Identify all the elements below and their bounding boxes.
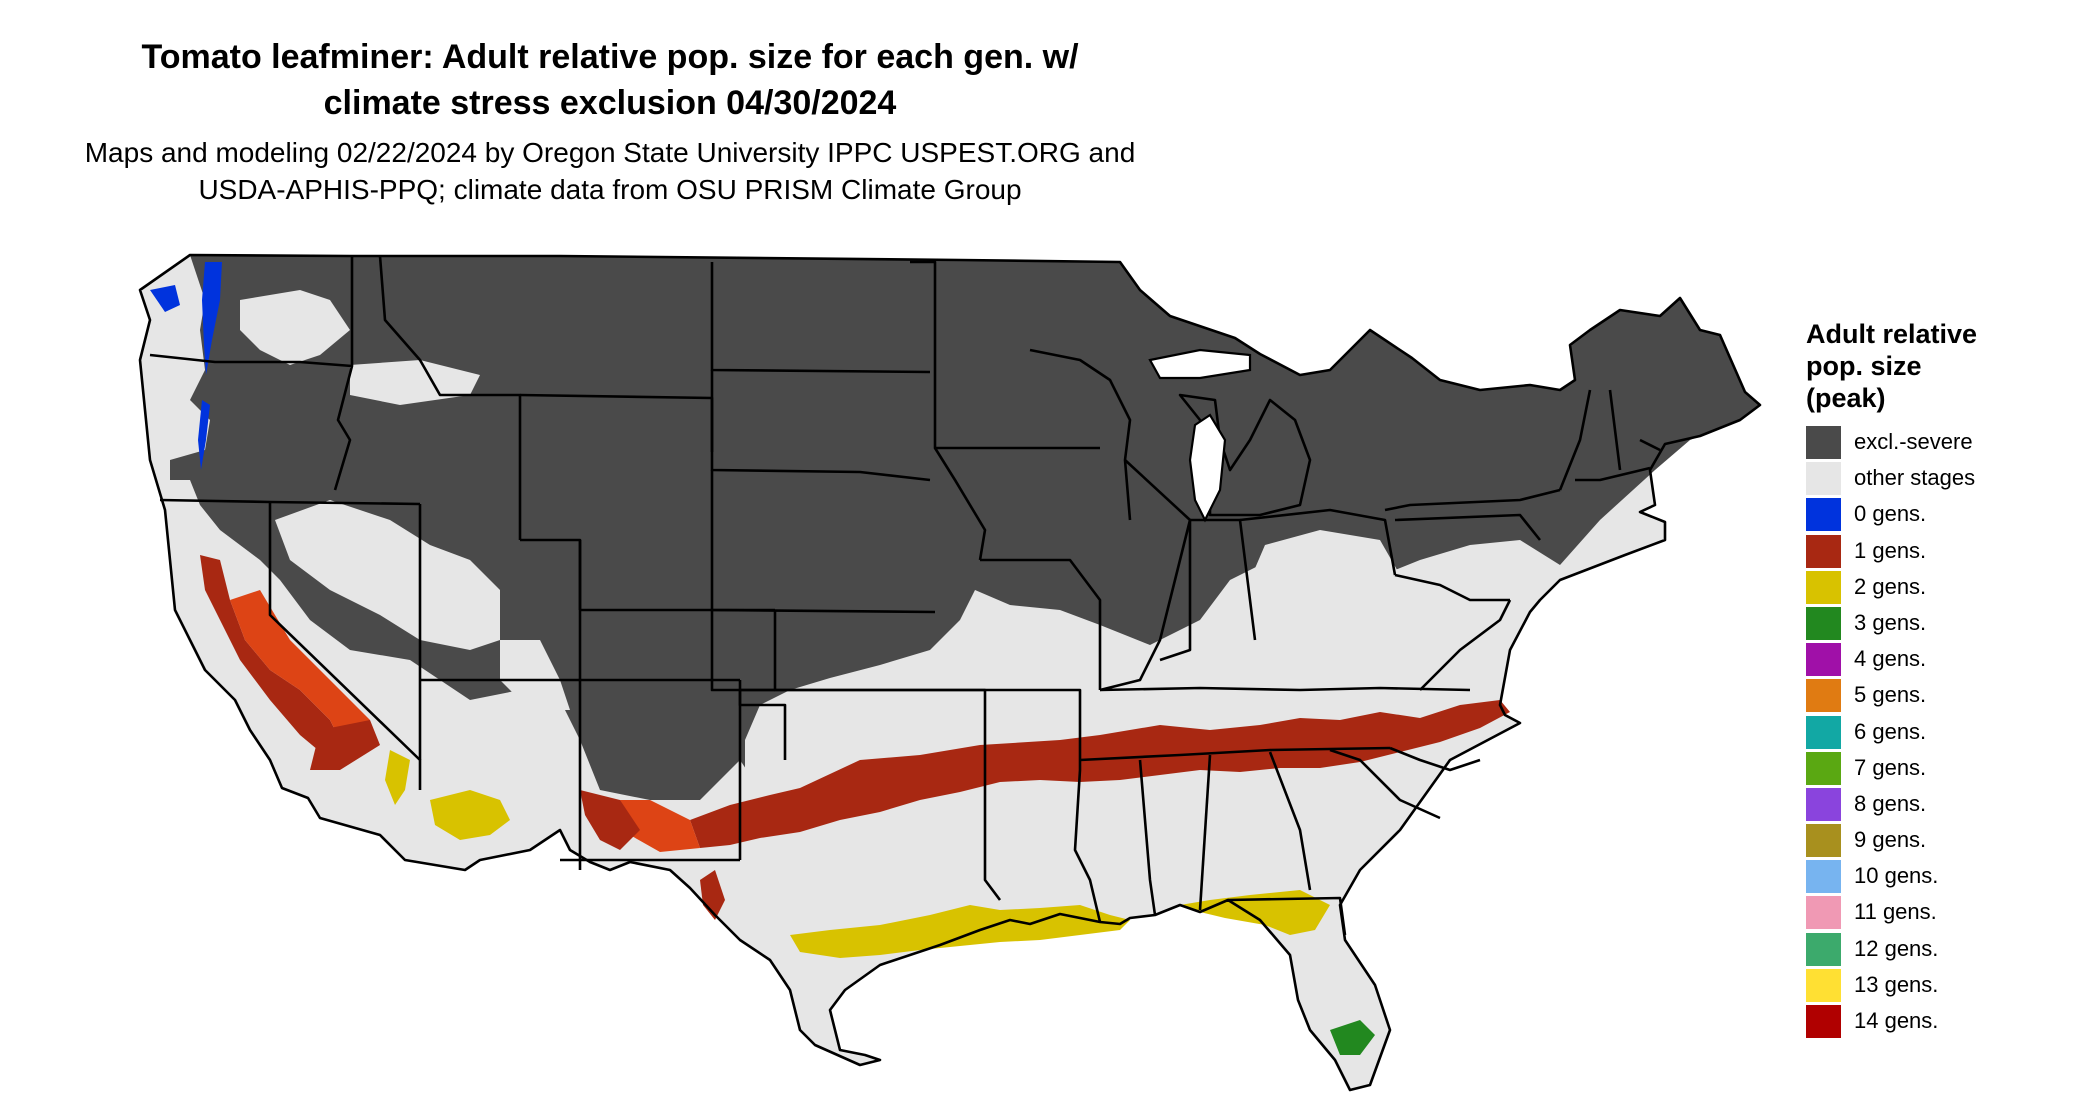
legend-label: other stages	[1854, 465, 1976, 491]
legend-swatch	[1806, 787, 1841, 821]
map-subtitle: Maps and modeling 02/22/2024 by Oregon S…	[0, 134, 1220, 208]
great-lakes	[1148, 348, 1252, 523]
legend-label: 7 gens.	[1854, 754, 1927, 780]
legend-label: excl.-severe	[1854, 429, 1973, 454]
one-gen-zones	[200, 555, 1510, 920]
legend-swatch	[1806, 751, 1841, 785]
legend-swatch	[1806, 643, 1841, 677]
legend-title-line-3: (peak)	[1806, 383, 1886, 413]
legend-label: 5 gens.	[1854, 682, 1927, 708]
legend-swatch	[1806, 968, 1841, 1002]
legend-swatch	[1806, 860, 1841, 894]
legend-swatch	[1806, 1005, 1841, 1038]
legend-label: 2 gens.	[1854, 573, 1927, 599]
legend-swatch	[1806, 498, 1841, 532]
legend-label: 6 gens.	[1854, 718, 1927, 744]
legend-label: 1 gens.	[1854, 537, 1927, 563]
legend-swatch	[1806, 606, 1841, 640]
legend-swatch	[1806, 570, 1841, 604]
three-gen-zone	[1330, 1020, 1375, 1055]
legend-label: 10 gens.	[1854, 863, 1939, 889]
map-title: Tomato leafminer: Adult relative pop. si…	[0, 34, 1220, 126]
legend-swatch	[1806, 932, 1841, 966]
zero-gen-zones	[150, 262, 222, 470]
excluded-region	[170, 255, 1760, 800]
legend-label: 4 gens.	[1854, 646, 1927, 672]
legend-label: 8 gens.	[1854, 790, 1927, 816]
legend-label: 9 gens.	[1854, 827, 1927, 853]
legend-swatch	[1806, 462, 1841, 496]
state-borders	[138, 253, 1762, 1092]
legend-label: 3 gens.	[1854, 609, 1927, 635]
legend-title: Adult relative pop. size (peak)	[1806, 318, 1977, 414]
legend-label: 13 gens.	[1854, 971, 1939, 997]
legend-swatch	[1806, 679, 1841, 713]
legend-label: 11 gens.	[1854, 899, 1937, 925]
legend-label: 12 gens.	[1854, 935, 1939, 961]
title-line-2: climate stress exclusion 04/30/2024	[323, 84, 897, 122]
legend-swatch	[1806, 426, 1841, 459]
legend-swatch	[1806, 715, 1841, 749]
subtitle-line-1: Maps and modeling 02/22/2024 by Oregon S…	[84, 137, 1136, 168]
two-gen-zones	[385, 750, 1330, 958]
us-map	[138, 253, 1762, 1092]
legend-swatch	[1806, 824, 1841, 858]
legend-label: 14 gens.	[1854, 1008, 1939, 1033]
title-line-1: Tomato leafminer: Adult relative pop. si…	[141, 38, 1079, 76]
legend-title-line-2: pop. size	[1806, 351, 1922, 381]
legend-swatch	[1806, 896, 1841, 930]
subtitle-line-2: USDA-APHIS-PPQ; climate data from OSU PR…	[198, 174, 1022, 205]
legend-title-line-1: Adult relative	[1806, 319, 1978, 349]
legend-swatch	[1806, 534, 1841, 568]
legend-label: 0 gens.	[1854, 501, 1927, 527]
